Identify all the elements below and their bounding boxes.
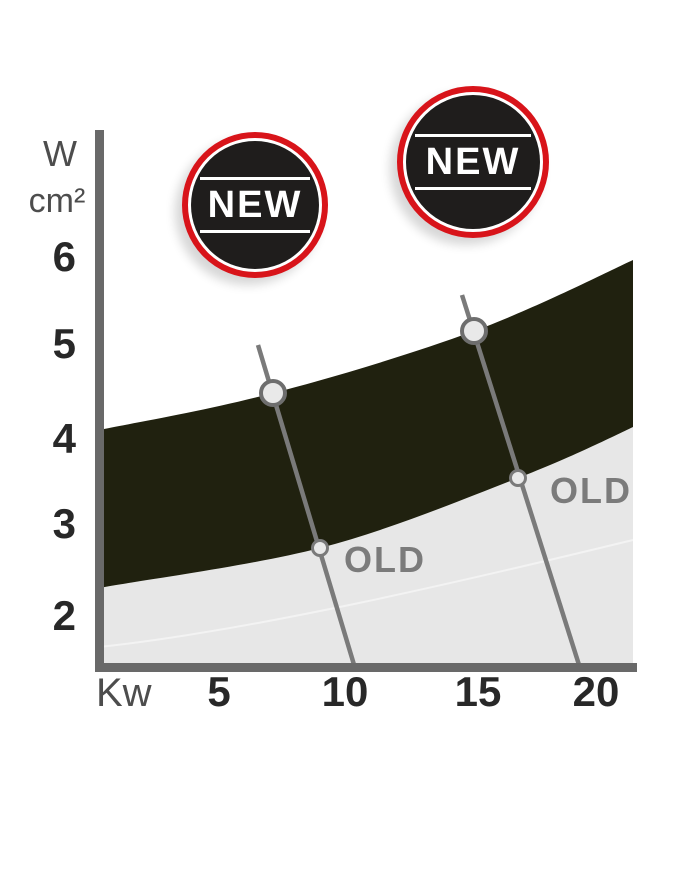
x-tick-5: 5 bbox=[207, 668, 231, 715]
new-badge-1-label: NEW bbox=[207, 184, 303, 226]
new-badge-2: NEW bbox=[397, 86, 549, 238]
new-badge-2-core: NEW bbox=[406, 95, 540, 229]
old-series-label-1: OLD bbox=[344, 539, 426, 580]
new-badge-1: NEW bbox=[182, 132, 328, 278]
x-tick-10: 10 bbox=[321, 668, 369, 715]
old-band-lower-edge bbox=[98, 539, 634, 648]
y-axis bbox=[95, 130, 104, 672]
new-badge-1-core: NEW bbox=[191, 141, 319, 269]
y-tick-4: 4 bbox=[52, 415, 76, 462]
marker-old-2 bbox=[509, 469, 527, 487]
badge-rule-top bbox=[415, 134, 531, 137]
new-badge-2-label: NEW bbox=[425, 141, 521, 183]
marker-old-1 bbox=[311, 539, 329, 557]
y-tick-3: 3 bbox=[52, 500, 76, 547]
x-tick-20: 20 bbox=[572, 668, 620, 715]
new-band-area bbox=[99, 260, 633, 588]
y-tick-5: 5 bbox=[52, 320, 76, 367]
x-axis bbox=[95, 663, 637, 672]
x-tick-15: 15 bbox=[454, 668, 502, 715]
y-axis-unit-numerator: W bbox=[43, 133, 77, 174]
old-series-label-2: OLD bbox=[550, 470, 632, 511]
badge-rule-top bbox=[199, 177, 311, 180]
y-tick-6: 6 bbox=[52, 233, 76, 280]
marker-new-2 bbox=[460, 317, 488, 345]
badge-rule-bottom bbox=[199, 230, 311, 233]
y-tick-2: 2 bbox=[52, 592, 76, 639]
old-band-area bbox=[99, 427, 633, 663]
x-axis-unit: Kw bbox=[96, 671, 152, 715]
badge-rule-bottom bbox=[415, 187, 531, 190]
marker-new-1 bbox=[259, 379, 287, 407]
y-axis-unit-denominator: cm² bbox=[28, 182, 86, 220]
